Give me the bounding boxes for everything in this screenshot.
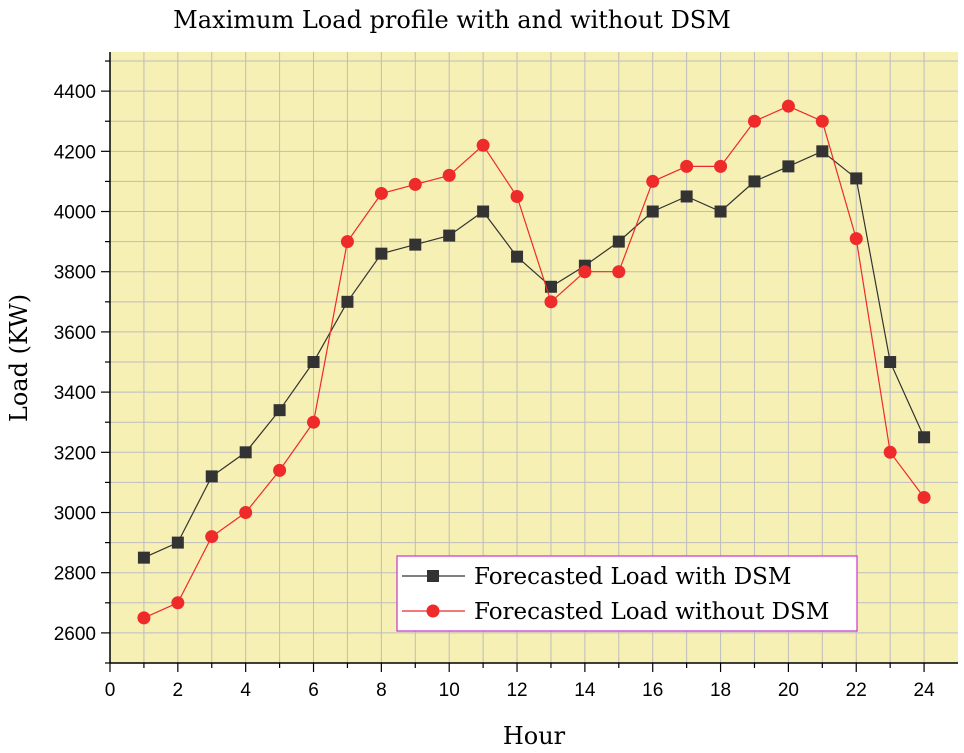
data-point [578,265,592,279]
data-point [612,235,625,248]
axes: 0 2 4 6 8 10 12 14 16 18 20 22 242600280030003200340… [54,52,958,701]
legend-items: Forecasted Load with DSM Forecasted Load … [402,564,829,625]
x-axis-label: Hour [503,722,566,750]
data-point [511,250,524,263]
data-point [205,470,218,483]
data-point [781,99,795,113]
data-point [782,160,795,173]
data-point [476,138,490,152]
y-tick-label: 3400 [54,383,96,404]
legend-label: Forecasted Load without DSM [474,599,829,625]
x-tick-label: 2 [173,680,184,701]
data-point [884,356,897,369]
data-point [171,536,184,549]
data-point [646,174,660,188]
data-point [340,235,354,249]
y-tick-label: 4000 [54,203,96,224]
y-tick-label: 4200 [54,142,96,163]
legend-label: Forecasted Load with DSM [474,564,791,590]
legend-box [396,555,858,632]
x-tick-label: 18 [710,680,731,701]
data-point [849,232,863,246]
series-layer [137,99,931,625]
x-tick-label: 0 [105,680,116,701]
y-axis-label: Load (KW) [5,294,33,422]
y-tick-label: 3200 [54,443,96,464]
data-point [408,177,422,191]
data-point [205,530,219,544]
x-tick-label: 14 [574,680,596,701]
data-point [137,611,151,625]
series-2 [137,99,931,625]
legend-item: Forecasted Load without DSM [402,599,829,625]
data-point [646,205,659,218]
x-tick-label: 6 [308,680,319,701]
y-tick-label: 2800 [54,564,96,585]
data-point [307,415,321,429]
legend-marker [427,570,439,582]
x-tick-label: 20 [778,680,799,701]
data-point [714,159,728,173]
data-point [375,247,388,260]
chart-title: Maximum Load profile with and without DS… [173,6,731,34]
data-point [510,189,524,203]
data-point [816,145,829,158]
data-point [341,295,354,308]
data-point [442,168,456,182]
data-point [239,446,252,459]
data-point [273,404,286,417]
data-point [918,431,931,444]
legend: Forecasted Load with DSM Forecasted Load … [396,555,858,632]
data-point [171,596,185,610]
data-point [612,265,626,279]
data-point [477,205,490,218]
data-point [917,490,931,504]
data-point [307,356,320,369]
data-point [374,186,388,200]
y-tick-label: 4400 [54,82,96,103]
x-tick-label: 22 [846,680,867,701]
data-point [747,114,761,128]
x-tick-label: 8 [376,680,387,701]
data-point [883,445,897,459]
x-tick-label: 4 [240,680,251,701]
x-tick-label: 24 [914,680,936,701]
legend-item: Forecasted Load with DSM [402,564,791,590]
y-tick-label: 2600 [54,624,96,645]
data-point [850,172,863,185]
data-point [544,295,558,309]
data-point [239,506,253,520]
x-tick-label: 12 [506,680,527,701]
legend-marker [426,604,440,618]
data-point [680,159,694,173]
y-tick-label: 3800 [54,263,96,284]
y-tick-label: 3600 [54,323,96,344]
data-point [273,463,287,477]
y-tick-label: 3000 [54,504,96,525]
data-point [544,280,557,293]
x-tick-label: 16 [642,680,663,701]
series-1 [137,145,931,564]
data-point [443,229,456,242]
data-point [815,114,829,128]
data-point [409,238,422,251]
data-point [680,190,693,203]
data-point [714,205,727,218]
x-tick-label: 10 [439,680,460,701]
data-point [748,175,761,188]
data-point [137,551,150,564]
